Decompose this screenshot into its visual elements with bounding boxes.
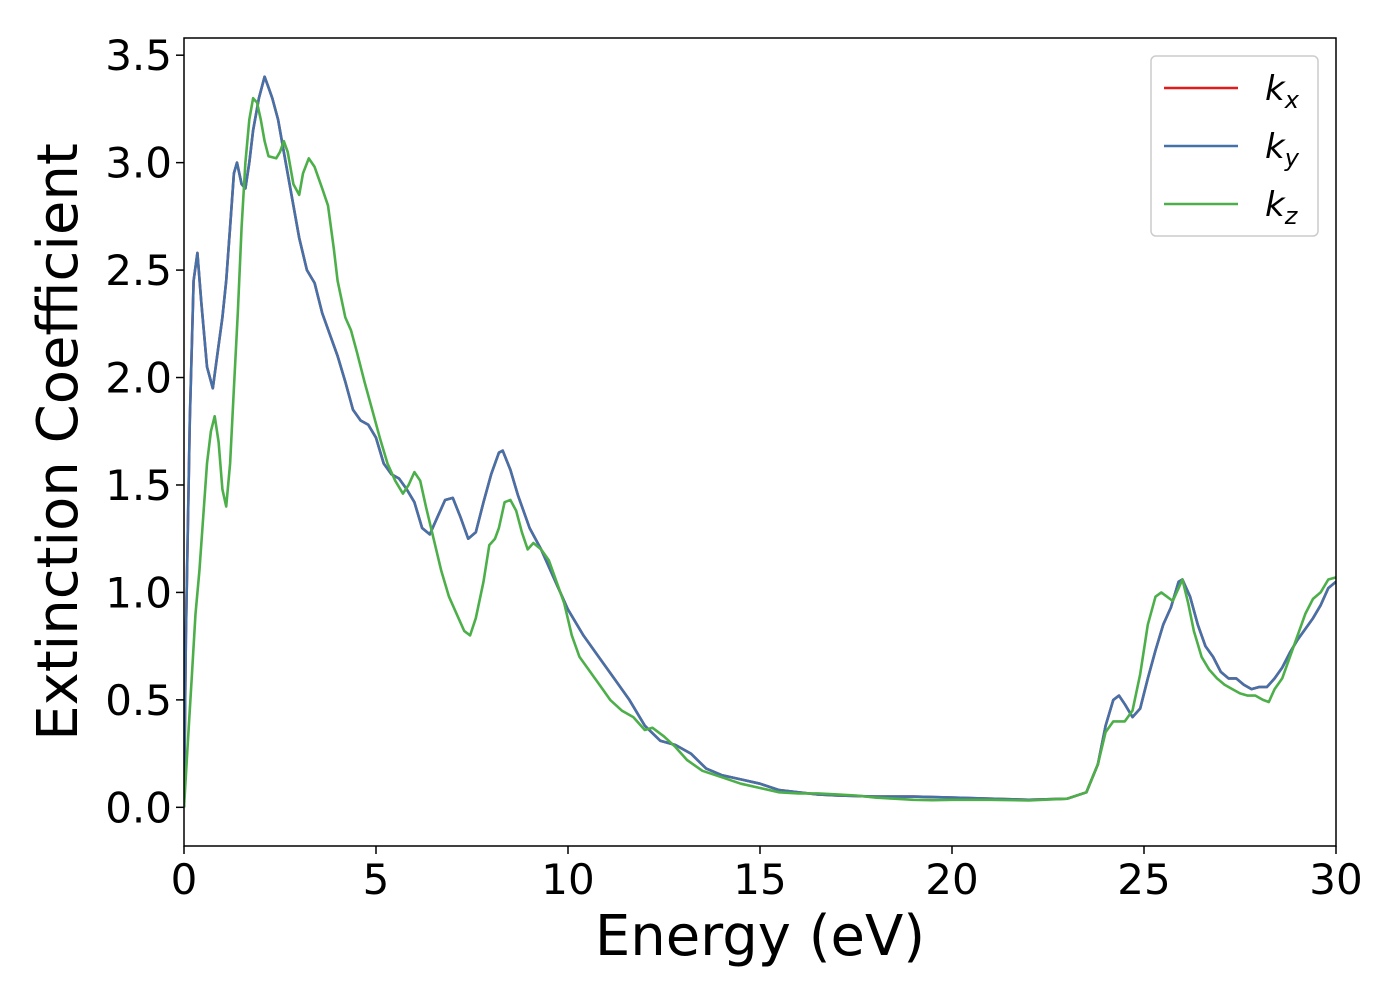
y-tick-label: 3.0 bbox=[105, 139, 172, 188]
legend-label-k-x: kx bbox=[1265, 69, 1300, 114]
legend: kx ky kz bbox=[1150, 55, 1319, 237]
x-tick-label: 25 bbox=[1117, 855, 1170, 904]
y-tick-label: 1.0 bbox=[105, 568, 172, 617]
x-tick-label: 10 bbox=[541, 855, 594, 904]
series-line-k-y bbox=[184, 75, 1336, 808]
series-line-k-z bbox=[184, 96, 1336, 808]
x-tick-label: 20 bbox=[925, 855, 978, 904]
y-tick-label: 2.0 bbox=[105, 354, 172, 403]
y-tick-label: 1.5 bbox=[105, 461, 172, 510]
x-tick-label: 5 bbox=[363, 855, 390, 904]
legend-label-k-z: kz bbox=[1265, 185, 1299, 230]
x-axis: 0 5 10 15 20 25 30 bbox=[171, 846, 1363, 904]
x-tick-label: 30 bbox=[1309, 855, 1362, 904]
y-axis-title: Extinction Coefficient bbox=[26, 143, 91, 741]
legend-label-k-y: ky bbox=[1265, 127, 1300, 172]
x-tick-label: 15 bbox=[733, 855, 786, 904]
y-tick-label: 0.5 bbox=[105, 676, 172, 725]
x-axis-title: Energy (eV) bbox=[595, 904, 925, 969]
x-tick-label: 0 bbox=[171, 855, 198, 904]
y-tick-label: 3.5 bbox=[105, 31, 172, 80]
series-layer bbox=[184, 75, 1336, 808]
y-tick-label: 0.0 bbox=[105, 783, 172, 832]
y-tick-label: 2.5 bbox=[105, 246, 172, 295]
y-axis: 0.0 0.5 1.0 1.5 2.0 2.5 3.0 3.5 bbox=[105, 31, 184, 832]
